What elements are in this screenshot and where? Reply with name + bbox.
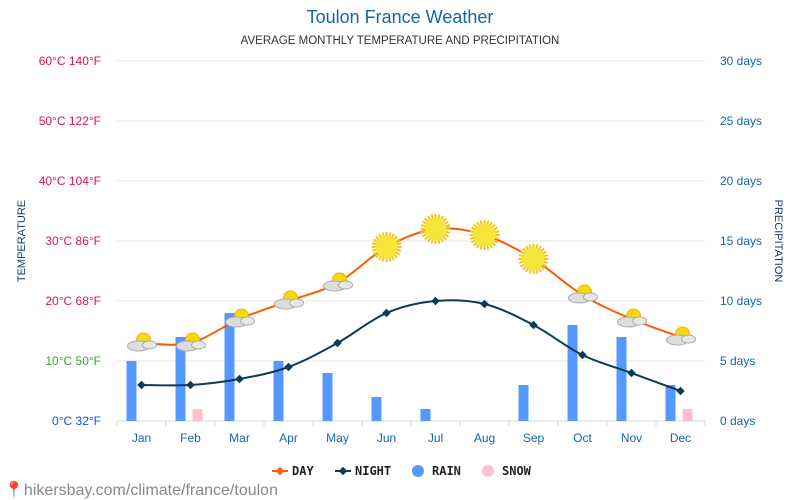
x-tick-label: Oct [573,431,592,445]
right-tick-label: 5 days [720,354,755,368]
x-tick-label: Mar [229,431,250,445]
sun-icon [469,220,500,250]
snow-bar [192,409,203,421]
night-point [480,299,489,309]
x-tick-label: Jan [132,431,151,445]
night-point [235,374,244,384]
sun-icon [518,244,549,274]
source-link[interactable]: 📍hikersbay.com/climate/france/toulon [4,480,278,500]
y-axis-label-left: TEMPERATURE [16,200,28,282]
x-tick-label: Apr [279,431,298,445]
sun-disc [473,224,496,246]
night-point [578,350,587,360]
rain-bar [665,385,676,421]
partly-cloudy-icon [274,290,304,310]
legend-marker [412,465,424,477]
rain-bar [616,337,627,421]
x-tick-label: Aug [474,431,495,445]
legend-label: SNOW [502,464,532,478]
legend-label: DAY [292,464,314,478]
right-tick-label: 25 days [720,114,762,128]
sun-icon [420,214,451,244]
left-tick-label: 60°C 140°F [39,54,101,68]
right-tick-label: 15 days [720,234,762,248]
legend-marker [275,466,285,476]
sun-disc [522,248,545,270]
rain-bar [420,409,431,421]
left-tick-label: 20°C 68°F [45,294,101,308]
partly-cloudy-icon [323,272,353,292]
cloud [583,292,598,302]
night-point [186,380,195,390]
cloud [240,316,255,326]
snow-bar [682,409,693,421]
rain-bar [175,337,186,421]
rain-bar [126,361,137,421]
cloud [289,298,304,308]
night-point [431,296,440,306]
night-point [676,386,685,396]
x-tick-label: Nov [621,431,642,445]
cloud [191,340,206,350]
left-tick-label: 0°C 32°F [52,414,101,428]
left-tick-label: 50°C 122°F [39,114,101,128]
x-tick-label: Feb [180,431,201,445]
partly-cloudy-icon [127,332,157,352]
left-tick-label: 30°C 86°F [45,234,101,248]
cloud [338,280,353,290]
left-tick-label: 40°C 104°F [39,174,101,188]
night-point [137,380,146,390]
x-tick-label: Sep [523,431,545,445]
y-axis-label-right: PRECIPITATION [772,200,784,283]
x-tick-label: Jul [428,431,443,445]
partly-cloudy-icon [225,308,255,328]
legend-item-night: NIGHT [335,464,391,478]
left-tick-label: 10°C 50°F [45,354,101,368]
sun-disc [375,236,398,258]
legend-marker [338,466,348,476]
night-point [284,362,293,372]
right-tick-label: 0 days [720,414,755,428]
night-line [141,299,681,392]
day-line [141,227,681,346]
chart-title: Toulon France Weather [306,7,494,27]
legend-marker [482,465,494,477]
rain-bar [518,385,529,421]
right-tick-label: 20 days [720,174,762,188]
legend-label: NIGHT [355,464,391,478]
partly-cloudy-icon [617,308,647,328]
legend-item-day: DAY [272,464,314,478]
chart-subtitle: AVERAGE MONTHLY TEMPERATURE AND PRECIPIT… [240,35,560,47]
right-tick-label: 30 days [720,54,762,68]
rain-bar [322,373,333,421]
partly-cloudy-icon [666,326,696,346]
x-tick-label: Jun [377,431,396,445]
rain-bar [567,325,578,421]
source-url[interactable]: hikersbay.com/climate/france/toulon [23,482,278,499]
x-tick-label: Dec [670,431,691,445]
cloud [681,334,696,344]
right-tick-label: 10 days [720,294,762,308]
legend-label: RAIN [432,464,461,478]
night-point [382,308,391,318]
cloud [142,340,157,350]
cloud [632,316,647,326]
night-point [627,368,636,378]
partly-cloudy-icon [176,332,206,352]
rain-bar [371,397,382,421]
sun-icon [371,232,402,262]
night-point [333,338,342,348]
night-point [529,320,538,330]
x-tick-label: May [326,431,349,445]
sun-disc [424,218,447,240]
rain-bar [273,361,284,421]
rain-bar [224,313,235,421]
legend-item-rain: RAIN [412,464,461,478]
legend-item-snow: SNOW [482,464,532,478]
partly-cloudy-icon [568,284,598,304]
pin-icon: 📍 [4,482,24,499]
